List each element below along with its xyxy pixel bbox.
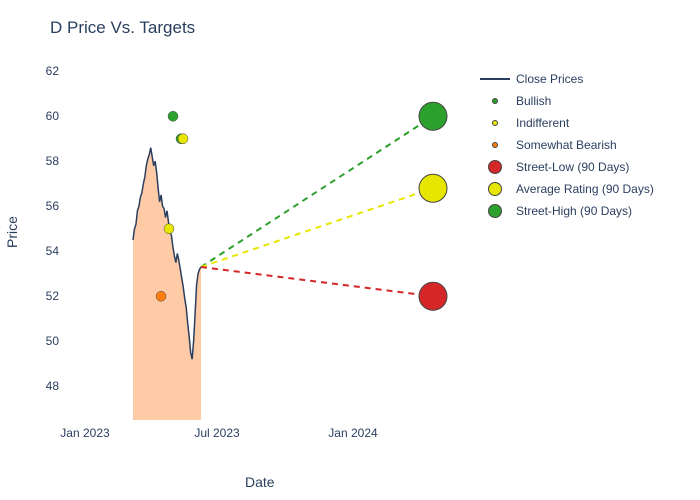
legend-marker [480, 95, 510, 107]
target-dot [419, 282, 447, 310]
plot-area: 4850525456586062Jan 2023Jul 2023Jan 2024 [65, 60, 465, 420]
legend-item[interactable]: Street-High (90 Days) [480, 202, 654, 220]
target-dot [419, 174, 447, 202]
legend-label: Indifferent [516, 116, 569, 130]
x-axis-label: Date [245, 474, 275, 490]
y-tick: 54 [46, 244, 59, 258]
analyst-dot [156, 291, 166, 301]
legend-item[interactable]: Average Rating (90 Days) [480, 180, 654, 198]
legend-marker [480, 117, 510, 129]
plot-svg [65, 60, 465, 420]
y-tick: 58 [46, 154, 59, 168]
x-tick: Jan 2024 [328, 426, 377, 440]
y-tick: 48 [46, 379, 59, 393]
legend-item[interactable]: Indifferent [480, 114, 654, 132]
projection-line [201, 267, 433, 296]
legend-item[interactable]: Close Prices [480, 70, 654, 88]
legend-label: Bullish [516, 94, 551, 108]
legend-item[interactable]: Bullish [480, 92, 654, 110]
legend-item[interactable]: Somewhat Bearish [480, 136, 654, 154]
x-tick: Jan 2023 [60, 426, 109, 440]
legend-label: Close Prices [516, 72, 583, 86]
x-tick: Jul 2023 [194, 426, 239, 440]
legend-label: Street-Low (90 Days) [516, 160, 629, 174]
target-dot [419, 102, 447, 130]
chart-container: D Price Vs. Targets 4850525456586062Jan … [0, 0, 700, 500]
analyst-dot [178, 134, 188, 144]
legend: Close Prices Bullish Indifferent Somewhat B… [480, 70, 654, 224]
legend-label: Somewhat Bearish [516, 138, 617, 152]
legend-item[interactable]: Street-Low (90 Days) [480, 158, 654, 176]
y-tick: 60 [46, 109, 59, 123]
y-tick: 56 [46, 199, 59, 213]
y-tick: 50 [46, 334, 59, 348]
legend-label: Street-High (90 Days) [516, 204, 632, 218]
legend-label: Average Rating (90 Days) [516, 182, 654, 196]
legend-marker [480, 205, 510, 217]
projection-line [201, 116, 433, 267]
legend-marker [480, 139, 510, 151]
y-tick: 52 [46, 289, 59, 303]
analyst-dot [164, 224, 174, 234]
legend-marker [480, 183, 510, 195]
projection-line [201, 188, 433, 267]
y-axis-label: Price [4, 216, 20, 248]
legend-marker [480, 161, 510, 173]
legend-marker [480, 73, 510, 85]
analyst-dot [168, 111, 178, 121]
y-tick: 62 [46, 64, 59, 78]
chart-title: D Price Vs. Targets [50, 18, 195, 38]
